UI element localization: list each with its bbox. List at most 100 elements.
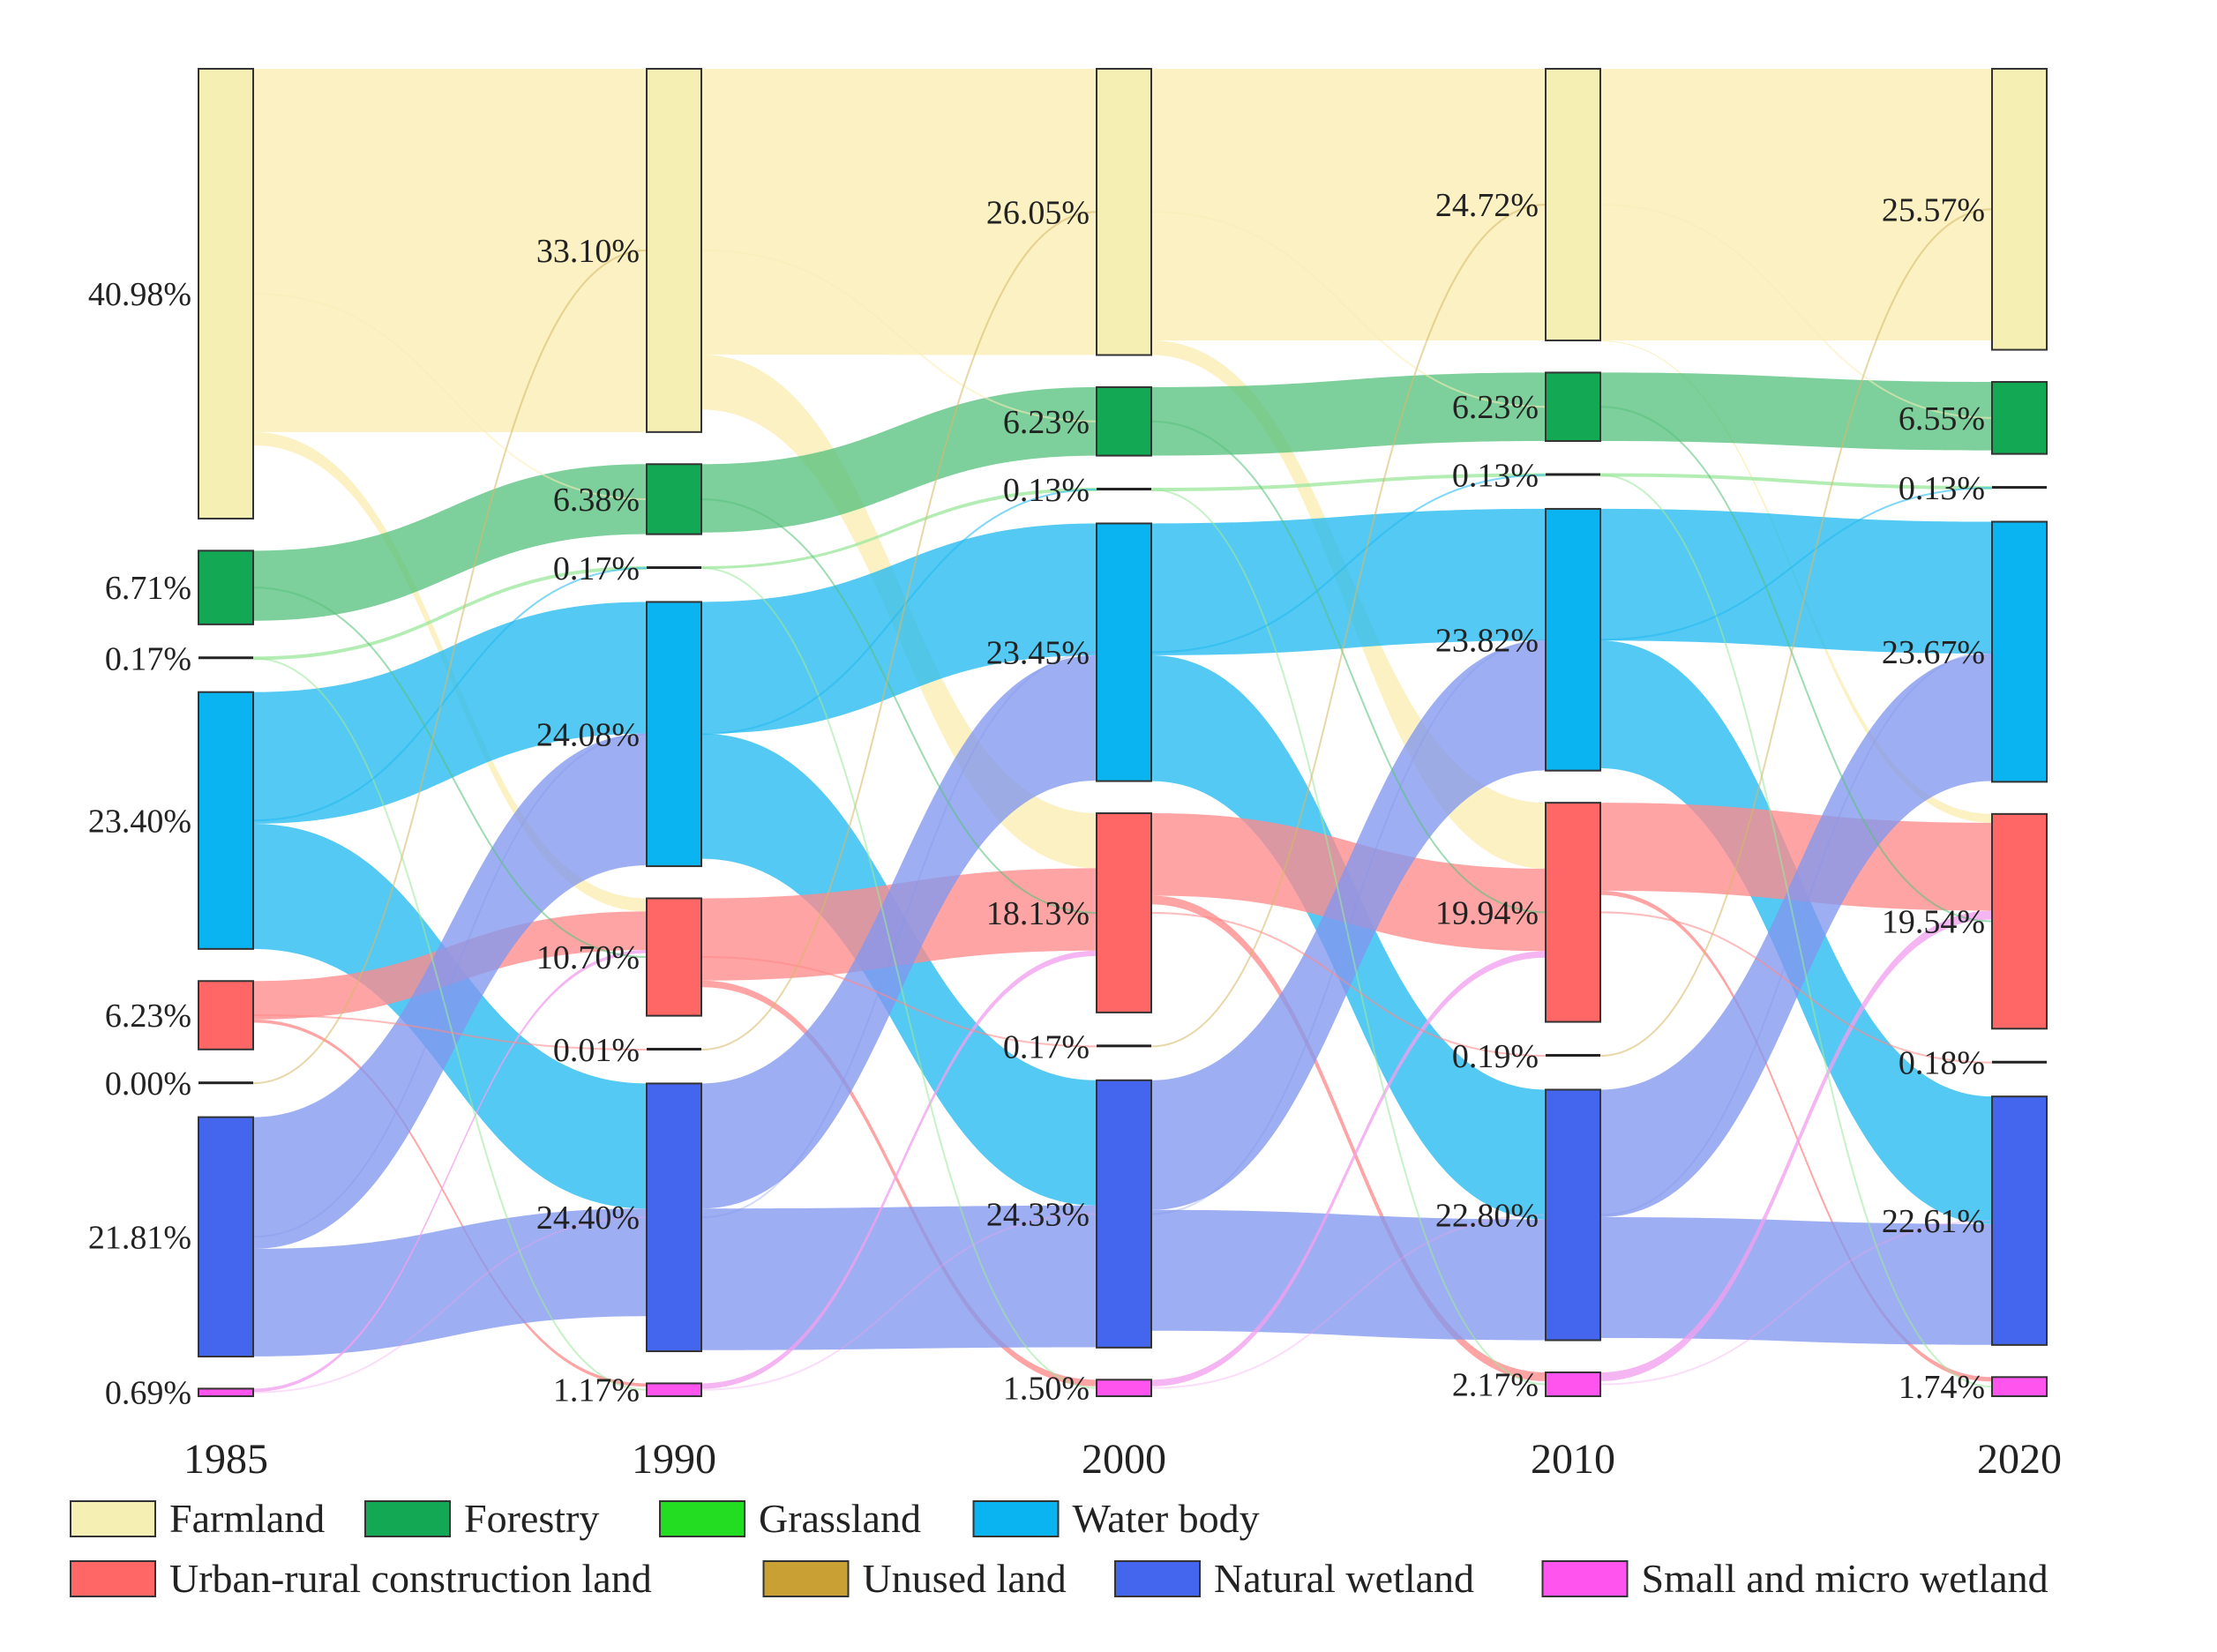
minor-flow <box>1150 211 1547 408</box>
flow-grassland-to-grassland-2010 <box>1600 473 1992 490</box>
flow-forestry-to-forestry-1990 <box>701 386 1097 533</box>
value-label: 1.74% <box>1899 1369 1985 1406</box>
node-farmland-1990 <box>646 68 702 433</box>
legend-swatch <box>364 1500 451 1537</box>
minor-flow <box>1599 208 1993 1058</box>
minor-flow <box>700 567 1097 1389</box>
flow-grassland-to-grassland-1985 <box>253 566 647 661</box>
minor-flow <box>700 211 1097 1051</box>
value-label: 24.33% <box>986 1196 1090 1233</box>
value-label: 10.70% <box>536 939 640 976</box>
node-urban-rural-construction-land-2010 <box>1545 802 1601 1023</box>
node-natural-wetland-2010 <box>1545 1088 1601 1342</box>
node-water-body-2020 <box>1991 520 2048 783</box>
minor-flow <box>1599 487 1993 641</box>
minor-flow <box>252 1014 648 1051</box>
value-label: 0.13% <box>1452 457 1539 494</box>
value-label: 23.82% <box>1435 622 1539 659</box>
value-label: 24.72% <box>1435 187 1539 224</box>
value-label: 19.94% <box>1435 894 1539 931</box>
legend-swatch <box>972 1500 1060 1537</box>
flow-farmland-to-farmland-1990 <box>701 69 1097 355</box>
minor-flow <box>700 249 1097 422</box>
minor-flow <box>252 657 648 1391</box>
minor-flow <box>1150 211 1547 408</box>
value-label: 0.17% <box>105 640 191 677</box>
value-label: 22.61% <box>1882 1203 1985 1240</box>
value-label: 6.23% <box>105 998 191 1035</box>
node-small-and-micro-wetland-1985 <box>198 1387 254 1398</box>
node-grassland-1990 <box>647 566 701 570</box>
node-natural-wetland-2020 <box>1991 1095 2048 1346</box>
minor-flow <box>1150 420 1547 914</box>
legend-swatch <box>1114 1560 1201 1597</box>
legend-label: Unused land <box>863 1556 1067 1601</box>
node-farmland-2000 <box>1096 68 1152 356</box>
minor-flow <box>700 651 1097 1219</box>
minor-flow <box>252 657 648 1391</box>
minor-flow <box>1150 1214 1547 1389</box>
node-water-body-1990 <box>646 601 702 868</box>
minor-flow <box>1599 203 1993 419</box>
labels-layer: 40.98% 6.71% 0.17% 23.40% 6.23% 0.00% 21.81% 0.… <box>88 187 1985 1412</box>
minor-flow <box>252 249 648 1085</box>
year-tick-label: 1990 <box>632 1436 716 1483</box>
minor-flow <box>252 249 648 1085</box>
node-farmland-1985 <box>198 68 254 520</box>
node-grassland-1985 <box>198 656 253 660</box>
minor-flow <box>252 587 648 959</box>
value-label: 6.23% <box>1452 389 1539 426</box>
year-tick-label: 2010 <box>1531 1436 1615 1483</box>
minor-flow <box>700 489 1097 736</box>
value-label: 0.17% <box>1003 1028 1090 1065</box>
flow-grassland-to-grassland-1990 <box>701 488 1097 570</box>
node-grassland-2000 <box>1097 488 1151 491</box>
flow-forestry-to-forestry-2010 <box>1600 372 1992 451</box>
nodes-layer <box>198 68 2048 1398</box>
flow-natural-wetland-to-water-body-1985 <box>253 733 647 1249</box>
value-label: 6.55% <box>1899 400 1985 437</box>
minor-flow <box>1150 489 1547 1386</box>
node-unused-land-2020 <box>1992 1060 2047 1064</box>
flow-forestry-to-forestry-2000 <box>1151 372 1546 456</box>
legend-label: Natural wetland <box>1214 1556 1474 1601</box>
minor-flow <box>1150 203 1547 1048</box>
minor-flow <box>700 497 1097 914</box>
node-forestry-1985 <box>198 549 254 625</box>
minor-flow <box>252 1014 648 1051</box>
node-small-and-micro-wetland-2020 <box>1991 1376 2048 1397</box>
minor-flow <box>1599 474 1993 1388</box>
flow-natural-wetland-to-water-body-2010 <box>1600 654 1992 1217</box>
value-label: 6.23% <box>1003 404 1090 441</box>
minor-flow <box>1150 474 1547 654</box>
year-tick-label: 1985 <box>184 1436 268 1483</box>
value-label: 21.81% <box>88 1219 191 1256</box>
node-natural-wetland-1985 <box>198 1116 254 1358</box>
flow-farmland-to-farmland-2000 <box>1151 69 1546 340</box>
node-natural-wetland-1990 <box>646 1082 702 1353</box>
minor-flow <box>1150 911 1547 1058</box>
legend-label: Urban-rural construction land <box>169 1556 652 1601</box>
minor-flow <box>1599 474 1993 1388</box>
node-water-body-1985 <box>198 691 254 950</box>
value-label: 2.17% <box>1452 1366 1539 1403</box>
value-label: 0.18% <box>1899 1045 1985 1082</box>
minor-flow <box>1150 489 1547 1386</box>
node-unused-land-1985 <box>198 1081 253 1085</box>
year-axis: 1985 1990 2000 2010 2020 <box>184 1436 2062 1483</box>
minor-flow <box>1599 1220 1993 1386</box>
value-label: 26.05% <box>986 194 1090 231</box>
flow-urban-rural-construction-land-to-urban-rural-construction-land-2010 <box>1600 803 1992 911</box>
minor-flow <box>1599 911 1993 1064</box>
minor-flow <box>252 292 648 500</box>
legend-swatch <box>70 1560 156 1597</box>
value-label: 23.40% <box>88 803 191 840</box>
minor-flow <box>1150 420 1547 914</box>
flow-urban-rural-construction-land-to-small-and-micro-wetland-1985 <box>253 1019 647 1387</box>
minor-flow <box>252 1216 648 1394</box>
minor-flow <box>252 567 648 822</box>
legend-label: Small and micro wetland <box>1642 1556 2048 1601</box>
flow-natural-wetland-to-natural-wetland-2000 <box>1151 1209 1546 1341</box>
value-label: 1.17% <box>553 1372 640 1409</box>
flow-water-body-to-water-body-1985 <box>253 602 647 824</box>
